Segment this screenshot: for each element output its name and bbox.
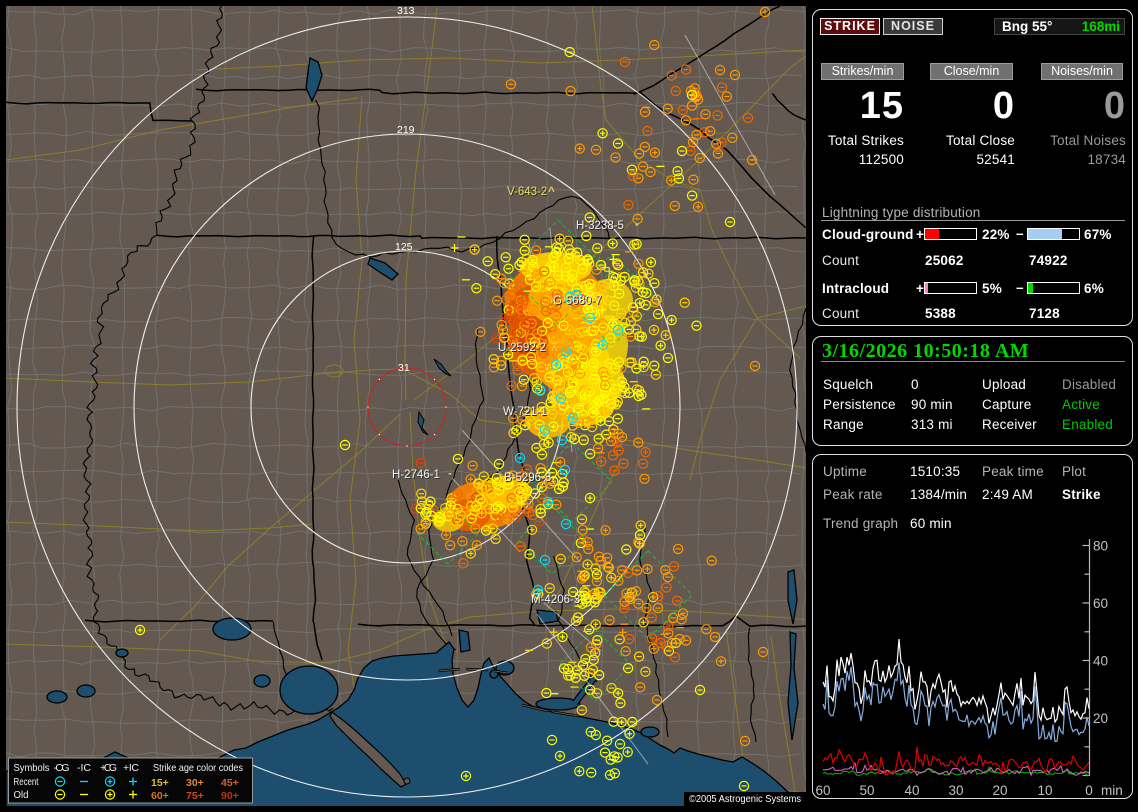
svg-text:Old: Old [14, 789, 29, 801]
svg-text:U-2592-2: U-2592-2 [499, 343, 547, 355]
svg-text:10: 10 [1037, 783, 1052, 798]
svg-text:-: - [635, 219, 639, 231]
svg-text:+CG: +CG [100, 762, 117, 774]
svg-text:80: 80 [1093, 539, 1108, 554]
svg-text:^: ^ [551, 345, 558, 357]
svg-text:40: 40 [1093, 654, 1108, 669]
svg-text:50: 50 [859, 783, 874, 798]
svg-text:90+: 90+ [221, 790, 239, 802]
svg-text:M-4206-3: M-4206-3 [532, 595, 581, 607]
svg-text:G-5680-7: G-5680-7 [554, 296, 603, 308]
svg-text:-: - [587, 593, 591, 605]
svg-text:M-4206-3: M-4206-3 [531, 594, 580, 606]
svg-text:U-2592-2: U-2592-2 [498, 342, 546, 354]
svg-text:B-5296-3: B-5296-3 [505, 473, 552, 485]
svg-text:75+: 75+ [186, 790, 204, 802]
svg-text:V-643-2: V-643-2 [507, 186, 547, 198]
svg-text:W-721-1: W-721-1 [503, 406, 547, 418]
svg-text:-: - [448, 468, 452, 480]
svg-text:60+: 60+ [151, 790, 169, 802]
svg-text:60: 60 [815, 783, 830, 798]
svg-text:30+: 30+ [186, 777, 204, 789]
svg-text:Recent: Recent [14, 776, 39, 788]
svg-text:G-5680-7: G-5680-7 [553, 295, 602, 307]
svg-text:125: 125 [395, 241, 413, 253]
svg-text:20: 20 [992, 783, 1007, 798]
svg-text:20: 20 [1093, 711, 1108, 726]
svg-text:H-3238-5: H-3238-5 [577, 221, 625, 233]
svg-text:©2005 Astrogenic Systems: ©2005 Astrogenic Systems [689, 793, 801, 805]
svg-text:-CG: -CG [54, 762, 70, 774]
svg-text:H-2746-1: H-2746-1 [393, 470, 441, 482]
svg-text:^: ^ [548, 186, 555, 198]
svg-text:60: 60 [1093, 596, 1108, 611]
svg-text:31: 31 [398, 362, 410, 374]
svg-text:15+: 15+ [151, 777, 169, 789]
svg-text:B-5296-3: B-5296-3 [504, 472, 551, 484]
svg-text:-IC: -IC [77, 762, 91, 774]
svg-text:Strike age color codes: Strike age color codes [153, 762, 243, 774]
svg-text:H-3238-5: H-3238-5 [576, 220, 624, 232]
svg-text:H-2746-1: H-2746-1 [392, 469, 440, 481]
svg-text:219: 219 [397, 124, 415, 136]
svg-text:W-721-1: W-721-1 [504, 407, 548, 419]
svg-text:313: 313 [397, 6, 415, 17]
svg-text:40: 40 [904, 783, 919, 798]
svg-text:+IC: +IC [123, 762, 139, 774]
svg-text:45+: 45+ [221, 777, 239, 789]
svg-text:Symbols: Symbols [14, 762, 50, 774]
svg-text:0: 0 [1085, 783, 1093, 798]
svg-text:30: 30 [948, 783, 963, 798]
svg-text:V-643-2: V-643-2 [508, 187, 548, 199]
svg-text:min: min [1101, 783, 1123, 798]
